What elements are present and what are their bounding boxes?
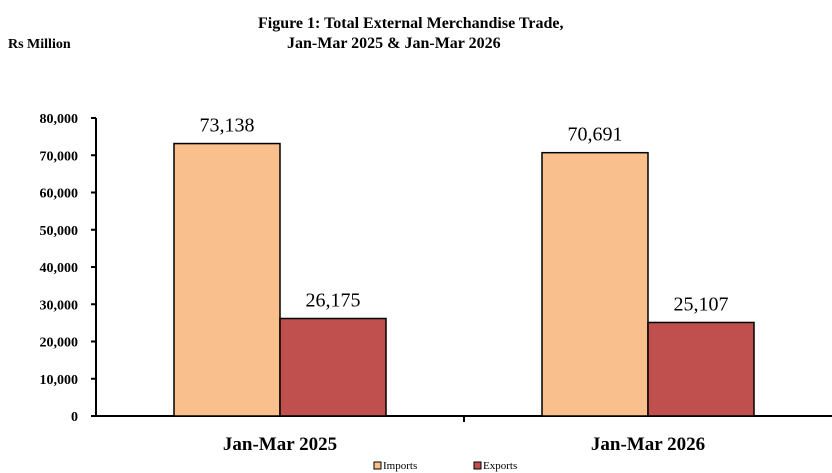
bar-imports [173,142,281,417]
y-tick-label: 10,000 [40,373,79,388]
y-tick-label: 80,000 [40,112,79,127]
x-category-label: Jan-Mar 2026 [591,434,705,455]
y-tick-label: 60,000 [40,187,79,202]
legend-label-imports: Imports [383,460,417,472]
y-tick-label: 70,000 [40,149,79,164]
bars [173,142,755,417]
data-labels: 73,138 26,175 70,691 25,107 [200,115,729,316]
bar-exports [279,317,387,417]
data-label-exports: 26,175 [306,289,361,311]
legend-swatch-exports [473,461,482,470]
legend-swatch-imports [373,461,382,470]
y-tick-label: 20,000 [40,336,79,351]
data-label-exports: 25,107 [674,293,729,315]
chart-title: Figure 1: Total External Merchandise Tra… [258,15,563,32]
data-label-imports: 73,138 [200,115,255,137]
legend: Imports Exports [373,460,517,472]
y-tick-label: 40,000 [40,261,79,276]
y-tick-label: 0 [71,410,78,425]
x-category-label: Jan-Mar 2025 [223,434,337,455]
bar-exports [647,321,755,417]
y-tick-label: 50,000 [40,224,79,239]
y-axis-unit-label: Rs Million [8,37,71,52]
legend-label-exports: Exports [483,460,517,472]
axes: 0 10,000 20,000 30,000 40,000 50,000 60,000 70,… [40,112,832,455]
data-label-imports: 70,691 [568,124,623,146]
chart-subtitle: Jan-Mar 2025 & Jan-Mar 2026 [287,35,501,52]
bar-imports [541,151,649,417]
y-tick-label: 30,000 [40,298,79,313]
